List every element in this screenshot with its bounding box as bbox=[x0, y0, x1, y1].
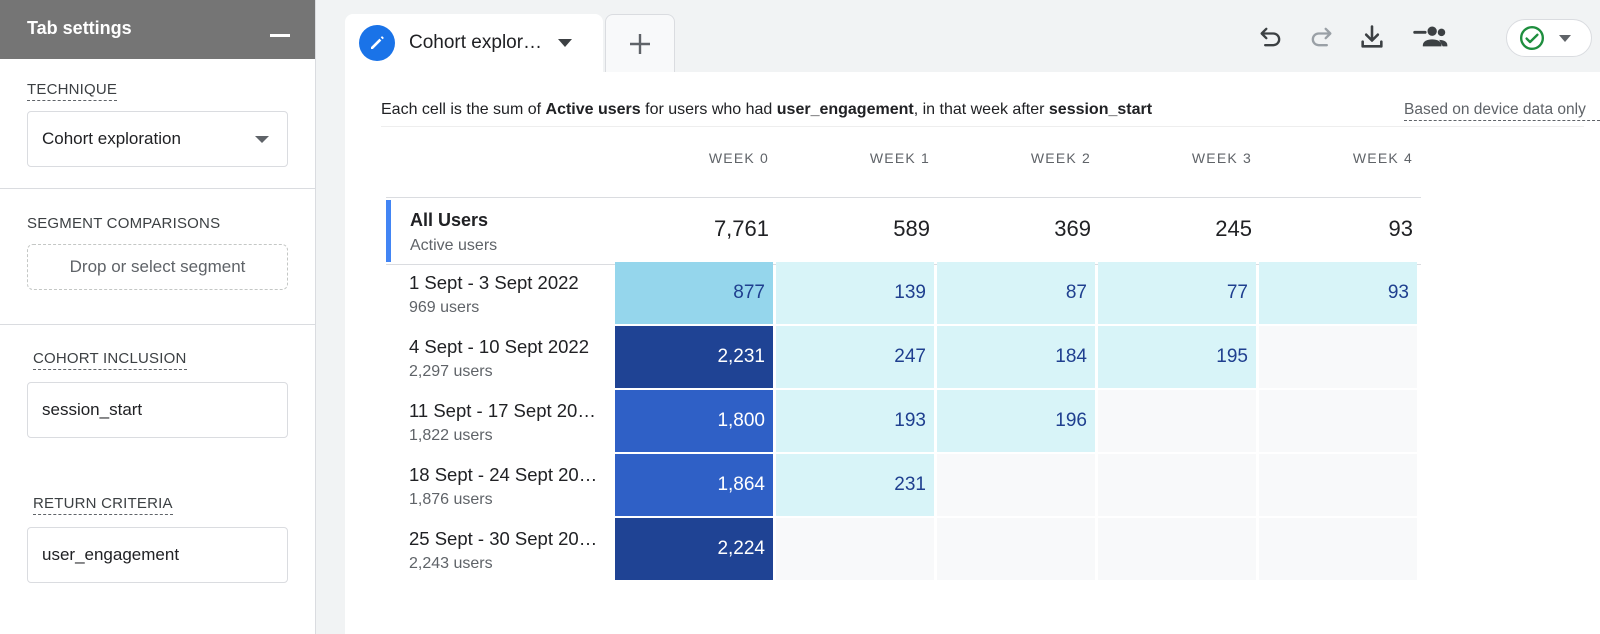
all-users-total: 245 bbox=[1215, 216, 1252, 241]
tab-settings-header: Tab settings bbox=[0, 0, 315, 59]
return-criteria-field[interactable]: user_engagement bbox=[27, 527, 288, 583]
cohort-name: 1 Sept - 3 Sept 2022 bbox=[409, 272, 579, 293]
share-icon[interactable] bbox=[1411, 20, 1451, 54]
tab-settings-title: Tab settings bbox=[27, 18, 132, 38]
cohort-cell[interactable] bbox=[1259, 518, 1417, 580]
technique-section: TECHNIQUE Cohort exploration bbox=[0, 59, 315, 189]
caption-part: , in that week after bbox=[913, 101, 1049, 118]
caption-part: Active users bbox=[545, 101, 641, 118]
technique-select[interactable]: Cohort exploration bbox=[27, 111, 288, 167]
device-data-note[interactable]: Based on device data only bbox=[1404, 101, 1600, 121]
cohort-row-label[interactable]: 1 Sept - 3 Sept 2022 969 users bbox=[409, 272, 609, 317]
caption-part: user_engagement bbox=[776, 101, 914, 118]
add-tab-button[interactable] bbox=[605, 14, 675, 72]
column-header-week-3[interactable]: WEEK 3 bbox=[1191, 150, 1252, 166]
cohort-users: 1,822 users bbox=[409, 427, 493, 444]
cohort-cell[interactable] bbox=[937, 518, 1095, 580]
caption-part: for users who had bbox=[640, 101, 777, 118]
status-menu[interactable] bbox=[1506, 19, 1592, 57]
cohort-cell[interactable]: 1,864 bbox=[615, 454, 773, 516]
column-header-week-0[interactable]: WEEK 0 bbox=[708, 150, 769, 166]
cohort-cell[interactable]: 195 bbox=[1098, 326, 1256, 388]
tab-label: Cohort explor… bbox=[409, 32, 543, 53]
cohort-inclusion-label: COHORT INCLUSION bbox=[33, 350, 187, 370]
plus-icon bbox=[630, 33, 650, 54]
cohort-cell[interactable]: 196 bbox=[937, 390, 1095, 452]
all-users-subtitle: Active users bbox=[410, 237, 498, 254]
cohort-name: 4 Sept - 10 Sept 2022 bbox=[409, 336, 589, 357]
undo-icon[interactable] bbox=[1254, 20, 1288, 54]
cohort-cell[interactable]: 2,231 bbox=[615, 326, 773, 388]
cohort-cell[interactable] bbox=[776, 518, 934, 580]
all-users-total: 93 bbox=[1388, 216, 1413, 241]
all-users-total: 369 bbox=[1054, 216, 1091, 241]
cohort-cell[interactable] bbox=[1098, 518, 1256, 580]
chevron-down-icon bbox=[1559, 34, 1571, 42]
cohort-cell[interactable]: 2,224 bbox=[615, 518, 773, 580]
all-users-total: 7,761 bbox=[713, 216, 769, 241]
cohort-users: 2,243 users bbox=[409, 555, 493, 572]
cohort-grid: WEEK 0 WEEK 1 WEEK 2 WEEK 3 WEEK 4 All Users A… bbox=[345, 72, 1600, 634]
caption-part: session_start bbox=[1048, 101, 1153, 118]
caption-part: Each cell is the sum of bbox=[381, 101, 546, 118]
cohort-cell[interactable]: 247 bbox=[776, 326, 934, 388]
cohort-cell[interactable]: 87 bbox=[937, 262, 1095, 324]
return-criteria-label: RETURN CRITERIA bbox=[33, 495, 173, 515]
cohort-cell[interactable] bbox=[1098, 390, 1256, 452]
all-users-title: All Users bbox=[410, 210, 489, 230]
cohort-users: 2,297 users bbox=[409, 363, 493, 380]
cohort-inclusion-field[interactable]: session_start bbox=[27, 382, 288, 438]
pencil-icon[interactable] bbox=[359, 25, 395, 61]
cohort-row-label[interactable]: 4 Sept - 10 Sept 2022 2,297 users bbox=[409, 336, 609, 381]
all-users-total: 589 bbox=[893, 216, 930, 241]
cohort-table-canvas: Each cell is the sum of Active users for… bbox=[345, 72, 1600, 634]
cohort-row-label[interactable]: 18 Sept - 24 Sept 20… 1,876 users bbox=[409, 464, 609, 509]
cohort-users: 969 users bbox=[409, 299, 480, 316]
cohort-cell[interactable] bbox=[1259, 454, 1417, 516]
cohort-cell[interactable]: 93 bbox=[1259, 262, 1417, 324]
segment-drop-zone[interactable]: Drop or select segment bbox=[27, 244, 288, 290]
redo-icon[interactable] bbox=[1304, 20, 1338, 54]
technique-label: TECHNIQUE bbox=[27, 81, 118, 101]
cohort-cell[interactable] bbox=[1259, 390, 1417, 452]
download-icon[interactable] bbox=[1355, 20, 1389, 54]
cohort-cell[interactable] bbox=[1098, 454, 1256, 516]
cohort-row-label[interactable]: 25 Sept - 30 Sept 20… 2,243 users bbox=[409, 528, 609, 573]
segment-section: SEGMENT COMPARISONS Drop or select segme… bbox=[0, 189, 315, 325]
cohort-name: 18 Sept - 24 Sept 20… bbox=[409, 464, 598, 485]
segment-comparisons-label: SEGMENT COMPARISONS bbox=[27, 215, 221, 232]
cohort-cell[interactable] bbox=[1259, 326, 1417, 388]
chevron-down-icon[interactable] bbox=[558, 39, 573, 47]
table-caption: Each cell is the sum of Active users for… bbox=[381, 101, 1152, 119]
cohort-cell[interactable]: 139 bbox=[776, 262, 934, 324]
chevron-down-icon bbox=[255, 136, 269, 143]
cohort-cell[interactable]: 193 bbox=[776, 390, 934, 452]
row-accent-bar bbox=[386, 200, 391, 262]
cohort-row-label[interactable]: 11 Sept - 17 Sept 20… 1,822 users bbox=[409, 400, 609, 445]
cohort-users: 1,876 users bbox=[409, 491, 493, 508]
check-circle-icon bbox=[1519, 25, 1545, 51]
cohort-name: 11 Sept - 17 Sept 20… bbox=[409, 400, 596, 421]
cohort-cell[interactable]: 231 bbox=[776, 454, 934, 516]
cohort-inclusion-value: session_start bbox=[42, 400, 143, 419]
return-criteria-value: user_engagement bbox=[42, 545, 180, 564]
minimize-icon[interactable] bbox=[267, 17, 293, 43]
cohort-cell[interactable]: 1,800 bbox=[615, 390, 773, 452]
cohort-cell[interactable]: 184 bbox=[937, 326, 1095, 388]
cohort-cell[interactable]: 877 bbox=[615, 262, 773, 324]
column-header-week-2[interactable]: WEEK 2 bbox=[1030, 150, 1091, 166]
caption-divider bbox=[381, 126, 1584, 127]
column-header-week-4[interactable]: WEEK 4 bbox=[1352, 150, 1413, 166]
cohort-section: COHORT INCLUSION session_start RETURN CR… bbox=[0, 325, 315, 634]
cohort-cell[interactable]: 77 bbox=[1098, 262, 1256, 324]
column-header-week-1[interactable]: WEEK 1 bbox=[869, 150, 930, 166]
exploration-main: Cohort explor… Each cell is the sum of A… bbox=[316, 0, 1600, 634]
cohort-name: 25 Sept - 30 Sept 20… bbox=[409, 528, 598, 549]
cohort-cell[interactable] bbox=[937, 454, 1095, 516]
technique-value: Cohort exploration bbox=[42, 129, 181, 148]
tab-cohort-exploration[interactable]: Cohort explor… bbox=[345, 14, 603, 72]
tab-settings-panel: Tab settings TECHNIQUE Cohort exploratio… bbox=[0, 0, 316, 634]
